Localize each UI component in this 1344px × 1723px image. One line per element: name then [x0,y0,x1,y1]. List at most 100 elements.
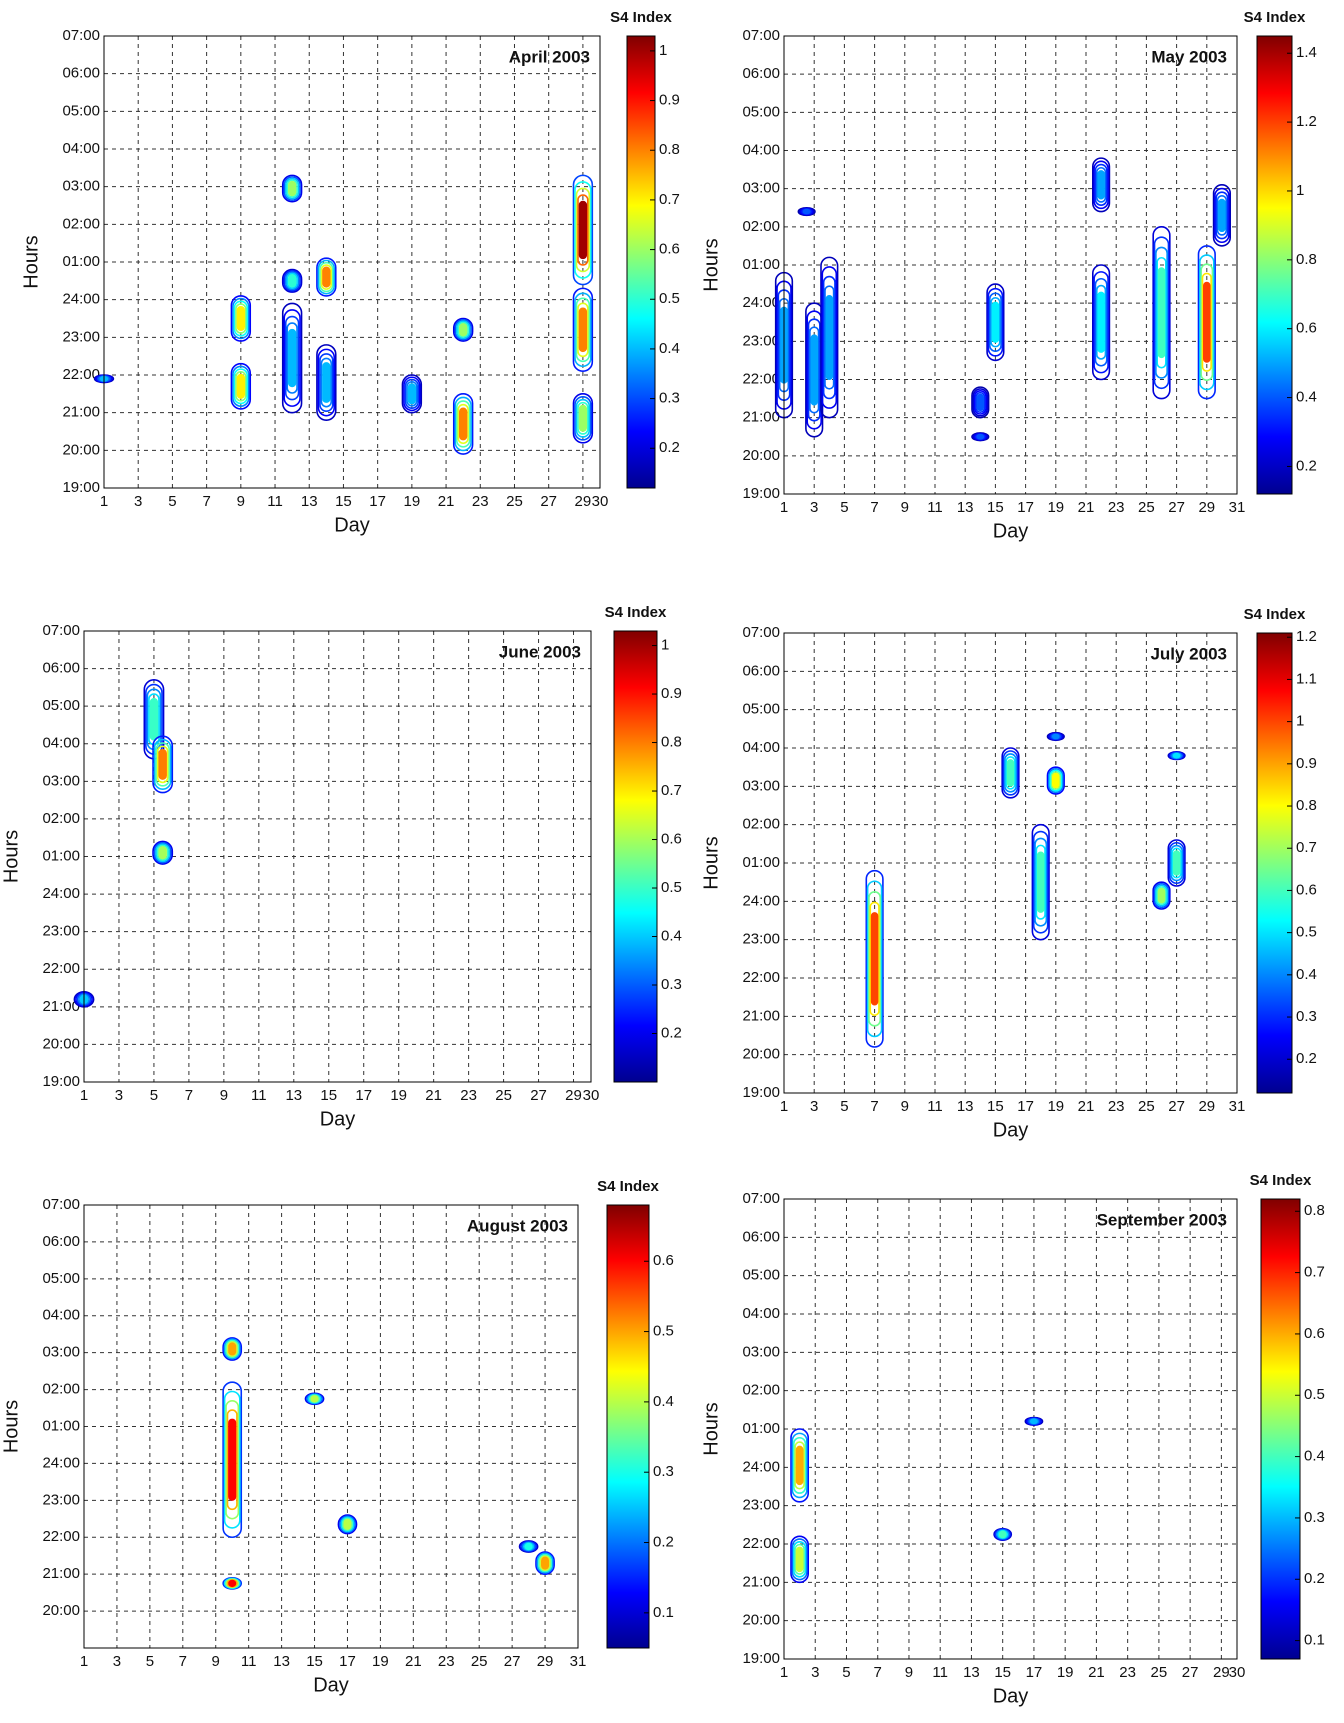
contour-line [1095,166,1107,203]
contour-line [403,376,421,412]
x-tick-label: 15 [320,1087,337,1104]
contour-line [1005,756,1016,790]
x-tick-label: 29 [1198,499,1215,516]
x-tick-label: 7 [202,493,210,510]
contour-line [1094,163,1108,206]
y-tick-label: 20:00 [742,1612,780,1629]
contour-line [577,302,589,358]
contour-line [972,388,989,417]
contour-line [1032,830,1049,934]
y-tick-label: 24:00 [42,885,80,902]
x-tick-label: 9 [220,1087,228,1104]
contour-line [574,181,592,279]
contour-line [1199,254,1215,391]
contour-region [230,362,252,410]
contour-line [1050,771,1061,790]
contour-line [869,901,880,1017]
x-tick-label: 17 [369,493,386,510]
contour-line [991,301,1000,343]
plot-frame [783,1198,1238,1660]
contour-line [1152,226,1171,400]
y-tick-label: 06:00 [62,65,100,82]
contour-line [809,326,820,414]
colorbar-tick-label: 0.4 [1304,1448,1325,1465]
y-tick-label: 04:00 [742,141,780,158]
y-tick-label: 23:00 [742,332,780,349]
x-tick-label: 1 [100,493,108,510]
x-tick-label: 23 [438,1653,455,1670]
y-tick-label: 01:00 [62,253,100,270]
x-tick-label: 21 [1078,499,1095,516]
y-tick-label: 04:00 [742,1305,780,1322]
colorbar-tick-label: 0.7 [661,782,682,799]
contour-region [1001,747,1020,799]
contour-line [976,433,985,440]
contour-line [976,393,985,412]
contour-line [286,179,298,198]
y-tick-label: 20:00 [742,447,780,464]
y-tick-label: 19:00 [742,485,780,502]
colorbar-tick-label: 0.5 [661,879,682,896]
contour-line [225,1339,240,1359]
contour-line [1091,157,1111,213]
contour-line [1218,198,1226,233]
contour-line [1203,281,1211,363]
x-tick-label: 19 [372,1653,389,1670]
y-tick-label: 22:00 [742,969,780,986]
contour-line [1201,272,1212,372]
contour-line [322,362,331,403]
chart-title: June 2003 [499,642,581,661]
contour-region [993,1527,1013,1541]
contour-region [1152,881,1171,910]
x-tick-label: 15 [994,1664,1011,1681]
y-tick-label: 02:00 [742,816,780,833]
contour-line [541,1556,550,1570]
y-tick-label: 21:00 [62,404,100,421]
contour-line [986,283,1005,362]
colorbar-tick-label: 0.4 [1296,966,1317,983]
x-tick-label: 15 [987,1098,1004,1115]
chart-title: July 2003 [1150,644,1227,663]
x-tick-label: 3 [810,1098,818,1115]
x-tick-label: 11 [927,1098,943,1115]
contour-region [452,393,474,455]
colorbar [626,35,656,489]
contour-region [572,287,594,373]
x-tick-label: 7 [185,1087,193,1104]
x-tick-label: 3 [811,1664,819,1681]
contour-line [990,297,1001,348]
colorbar-tick-label: 0.5 [659,290,680,307]
contour-line [281,268,303,293]
contour-region [222,1337,243,1361]
y-tick-label: 04:00 [42,1307,80,1324]
contour-line [226,1409,238,1511]
y-tick-label: 02:00 [62,215,100,232]
contour-line [1036,851,1045,913]
x-tick-label: 1 [80,1087,88,1104]
contour-line [343,1518,352,1530]
contour-line [975,391,986,413]
contour-line [1093,160,1109,210]
contour-region [281,268,303,293]
colorbar-tick-label: 0.9 [661,685,682,702]
x-tick-label: 13 [301,493,318,510]
contour-line [790,1535,810,1584]
colorbar-tick-label: 0.5 [1296,924,1317,941]
x-tick-label: 27 [1168,499,1185,516]
colorbar-tick-label: 0.4 [659,340,680,357]
x-tick-label: 11 [267,493,283,510]
x-tick-label: 13 [957,1098,974,1115]
contour-line [404,378,420,409]
contour-line [319,353,334,412]
y-tick-label: 24:00 [62,291,100,308]
contour-line [1004,753,1017,793]
contour-line [284,177,300,200]
x-tick-label: 13 [957,499,974,516]
x-tick-label: 25 [1151,1664,1168,1681]
contour-region [222,1577,243,1590]
contour-line [222,1381,243,1539]
colorbar [1256,35,1293,495]
contour-line [1171,847,1182,879]
contour-region [452,317,474,342]
plot-frame [83,1204,579,1649]
